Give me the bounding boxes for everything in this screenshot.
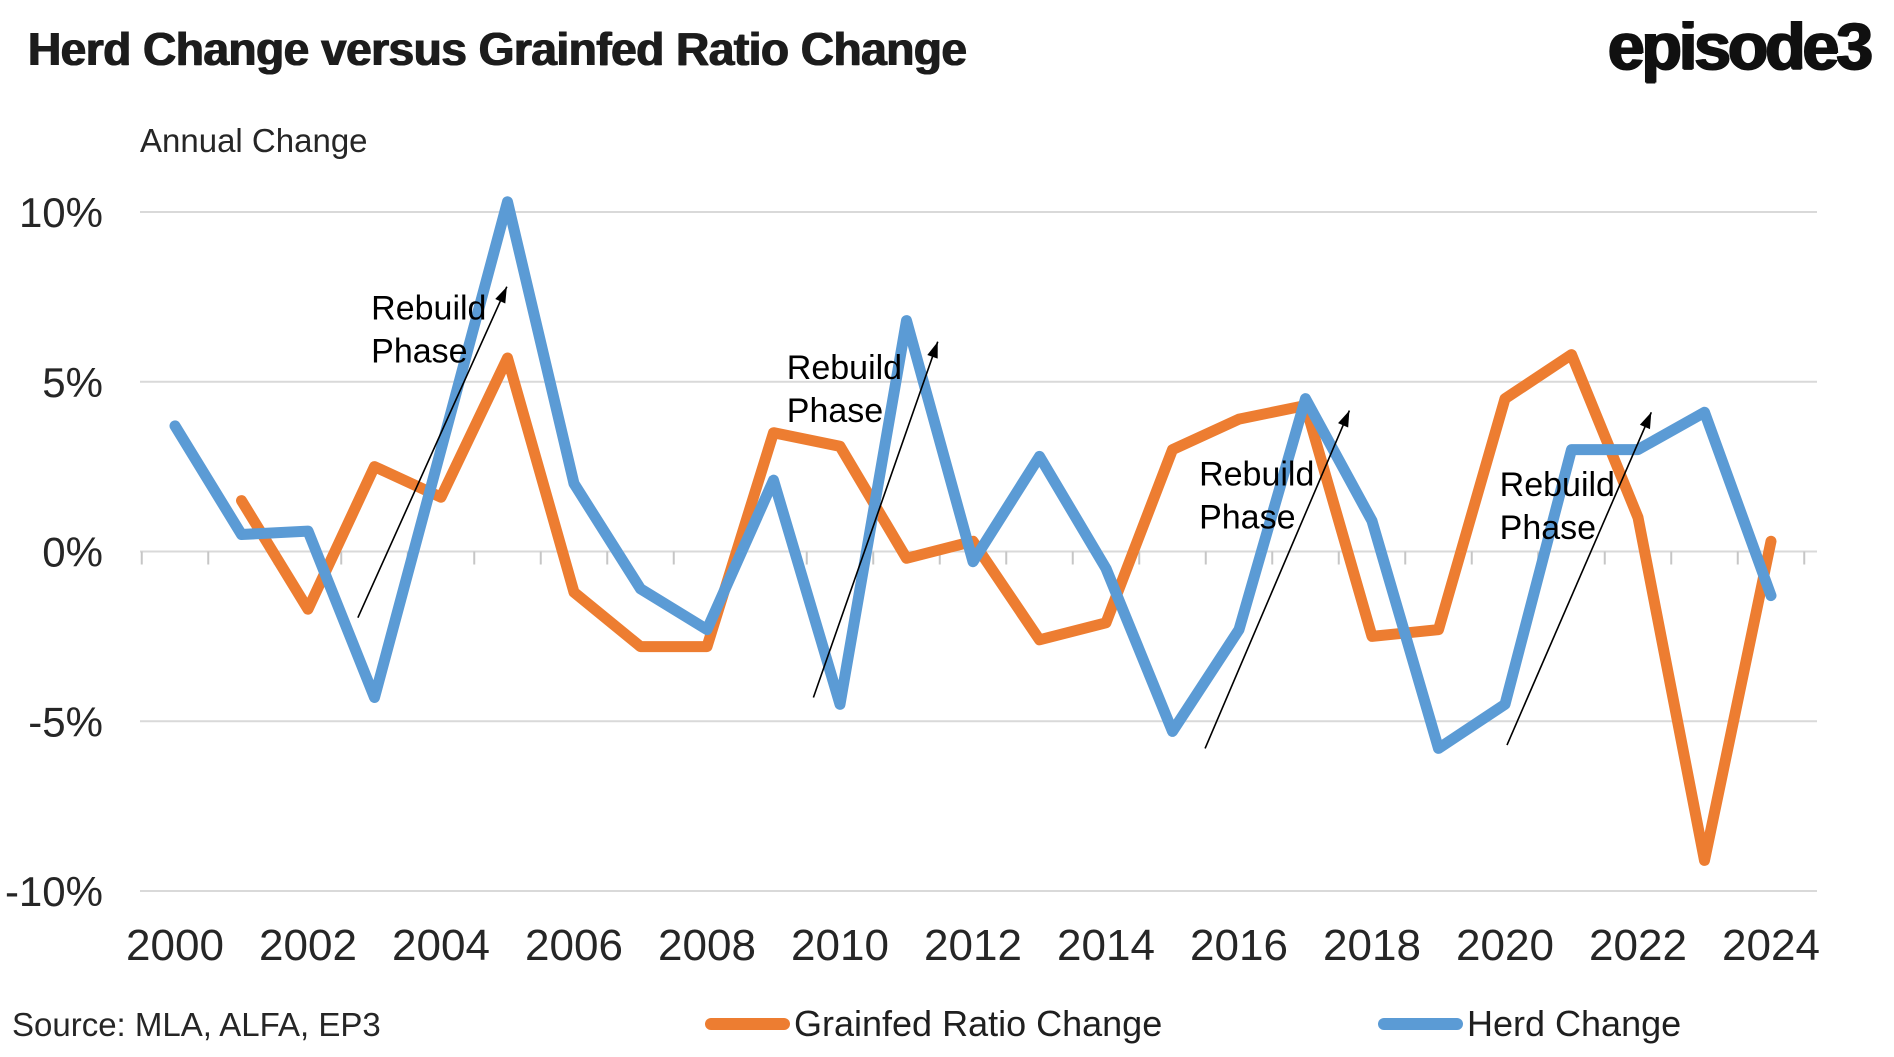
y-tick-label: -5% <box>28 698 103 745</box>
rebuild-phase-label-2: Rebuild <box>787 349 902 387</box>
rebuild-phase-label-4: Rebuild <box>1500 466 1615 504</box>
legend-item-herd-change: Herd Change <box>1378 1002 1681 1046</box>
rebuild-arrowhead-icon <box>1338 410 1350 428</box>
grainfed-ratio-change-line <box>236 349 1777 866</box>
x-tick-label: 2012 <box>924 921 1022 970</box>
y-tick-label: -10% <box>5 868 103 915</box>
y-axis-title: Annual Change <box>140 122 368 159</box>
rebuild-phase-label-3: Phase <box>1199 499 1295 537</box>
episode3-logo: episode3 <box>1607 9 1873 83</box>
legend-label: Grainfed Ratio Change <box>794 1003 1163 1044</box>
rebuild-phase-label-4: Phase <box>1500 509 1596 547</box>
rebuild-arrow-4 <box>1506 411 1653 746</box>
x-tick-label: 2014 <box>1057 921 1155 970</box>
x-tick-label: 2010 <box>791 921 889 970</box>
herd-change-line <box>169 196 1777 754</box>
rebuild-phase-label-1: Rebuild <box>371 289 486 327</box>
rebuild-arrowhead-icon <box>927 341 938 359</box>
legend-label: Herd Change <box>1467 1003 1682 1044</box>
rebuild-arrow-3 <box>1204 410 1351 749</box>
rebuild-arrowhead-icon <box>1639 412 1652 430</box>
x-tick-label: 2004 <box>392 921 490 970</box>
x-tick-label: 2016 <box>1190 921 1288 970</box>
y-tick-label: 0% <box>42 529 103 576</box>
y-tick-label: 5% <box>42 359 103 406</box>
rebuild-phase-label-3: Rebuild <box>1199 456 1314 494</box>
chart-title: Herd Change versus Grainfed Ratio Change <box>28 23 967 75</box>
legend-swatch-herd-icon <box>1378 1018 1463 1030</box>
rebuild-arrow-2 <box>812 341 939 698</box>
rebuild-phase-label-2: Phase <box>787 392 883 430</box>
legend-swatch-grainfed-icon <box>705 1018 790 1030</box>
x-tick-label: 2008 <box>658 921 756 970</box>
source-note: Source: MLA, ALFA, EP3 <box>12 1006 381 1043</box>
y-tick-label: 10% <box>19 189 103 236</box>
x-tick-label: 2022 <box>1589 921 1687 970</box>
x-tick-label: 2002 <box>259 921 357 970</box>
legend-item-grainfed-ratio-change: Grainfed Ratio Change <box>705 1002 1162 1046</box>
x-tick-label: 2018 <box>1323 921 1421 970</box>
rebuild-arrow-1 <box>357 286 508 619</box>
rebuild-arrowhead-icon <box>495 286 507 304</box>
x-tick-label: 2024 <box>1722 921 1820 970</box>
rebuild-phase-label-1: Phase <box>371 332 467 370</box>
x-tick-label: 2006 <box>525 921 623 970</box>
x-tick-label: 2000 <box>126 921 224 970</box>
x-tick-label: 2020 <box>1456 921 1554 970</box>
